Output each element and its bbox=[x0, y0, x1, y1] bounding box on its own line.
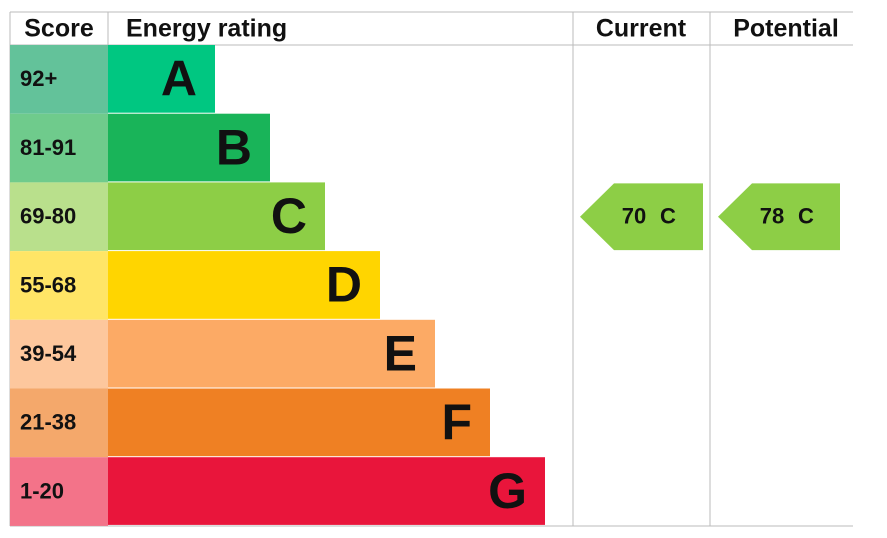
current-arrow bbox=[580, 183, 703, 251]
rating-bar bbox=[108, 182, 325, 251]
rating-letter: A bbox=[161, 51, 197, 107]
score-cell bbox=[10, 251, 108, 320]
current-band: C bbox=[660, 204, 676, 229]
header-current: Current bbox=[596, 15, 687, 43]
score-cell bbox=[10, 113, 108, 183]
rating-letter: D bbox=[326, 257, 362, 313]
score-label: 92+ bbox=[20, 66, 57, 91]
score-cell bbox=[10, 182, 108, 252]
score-cell bbox=[10, 319, 108, 389]
potential-arrow bbox=[718, 183, 840, 251]
score-label: 69-80 bbox=[20, 204, 76, 229]
score-label: 1-20 bbox=[20, 478, 64, 503]
header-rating: Energy rating bbox=[126, 15, 287, 43]
rating-letter: G bbox=[488, 463, 527, 519]
current-score: 70 bbox=[622, 204, 646, 229]
score-label: 39-54 bbox=[20, 341, 77, 366]
score-label: 21-38 bbox=[20, 410, 76, 435]
score-cell bbox=[10, 45, 108, 114]
rating-letter: F bbox=[441, 394, 472, 450]
header-score: Score bbox=[24, 15, 94, 43]
potential-score: 78 bbox=[760, 204, 784, 229]
score-cell bbox=[10, 457, 108, 526]
rating-letter: C bbox=[271, 188, 307, 244]
potential-band: C bbox=[798, 204, 814, 229]
rating-bar bbox=[108, 251, 380, 319]
rating-bar bbox=[108, 388, 490, 457]
rating-bar bbox=[108, 319, 435, 388]
rating-letter: E bbox=[384, 325, 417, 381]
score-label: 81-91 bbox=[20, 135, 76, 160]
header-potential: Potential bbox=[733, 15, 839, 43]
rating-bar bbox=[108, 113, 270, 182]
rating-bar bbox=[108, 45, 215, 113]
rating-bar bbox=[108, 457, 545, 525]
score-cell bbox=[10, 388, 108, 458]
rating-letter: B bbox=[216, 119, 252, 175]
score-label: 55-68 bbox=[20, 272, 76, 297]
